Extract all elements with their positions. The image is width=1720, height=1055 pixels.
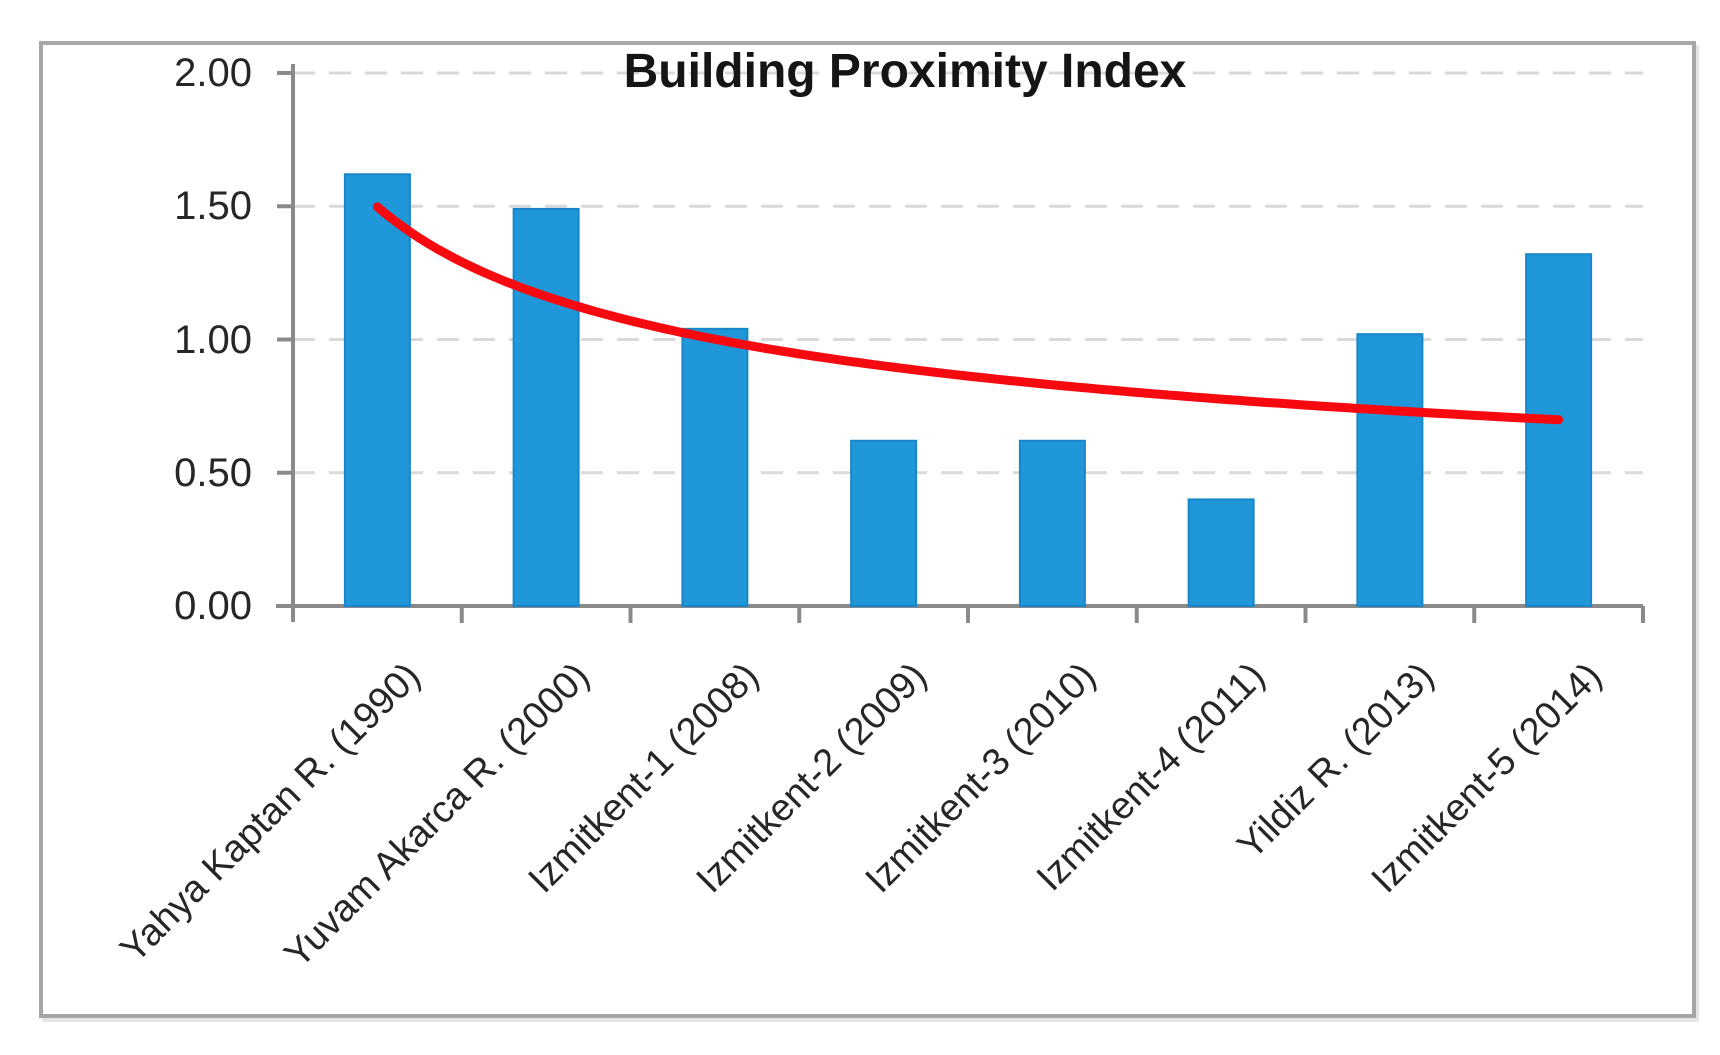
chart-title: Building Proximity Index — [623, 45, 1187, 98]
bar — [1018, 439, 1086, 607]
bar — [512, 207, 580, 607]
y-tick-label: 1.50 — [174, 184, 252, 229]
bar — [1187, 498, 1255, 607]
bar — [1525, 253, 1593, 607]
bar — [681, 327, 749, 607]
bar — [1356, 333, 1424, 607]
y-tick-label: 2.00 — [174, 51, 252, 95]
bar — [850, 439, 918, 607]
trendline — [372, 202, 1564, 425]
bar — [343, 173, 411, 608]
y-tick-label: 0.50 — [174, 450, 252, 495]
y-tick-label: 0.00 — [174, 584, 252, 628]
y-tick-label: 1.00 — [174, 317, 252, 362]
